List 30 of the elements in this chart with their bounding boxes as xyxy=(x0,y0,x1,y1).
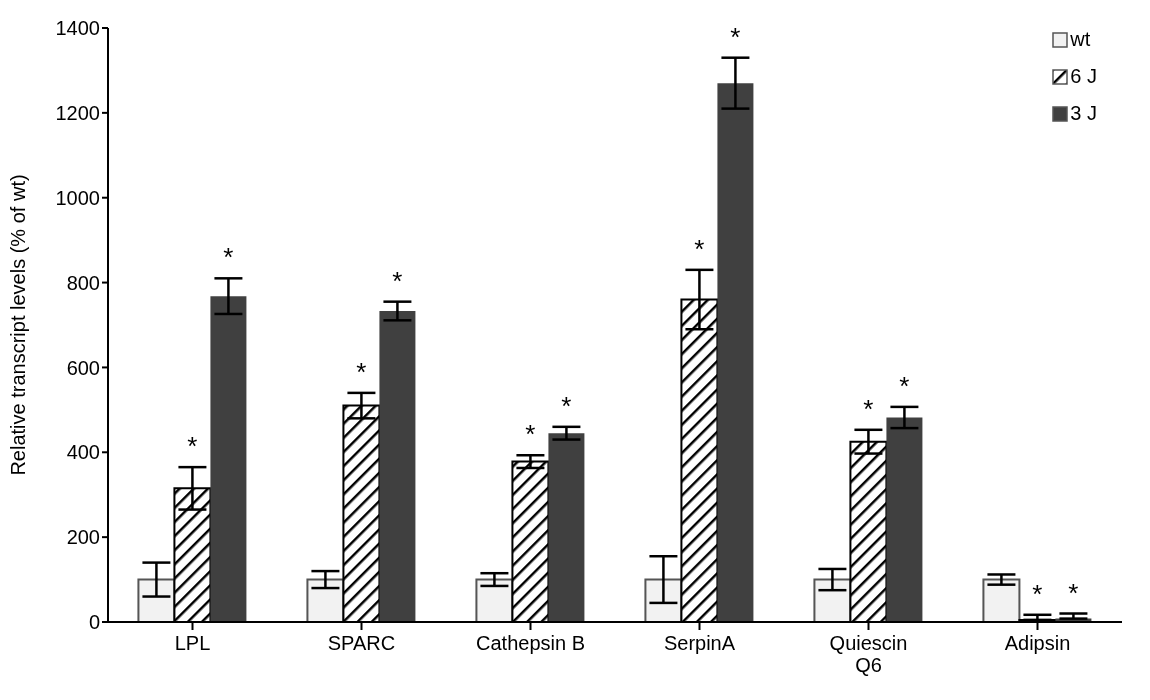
x-tick-label: Cathepsin B xyxy=(476,632,585,654)
y-tick-label: 400 xyxy=(66,441,100,464)
data-label: * xyxy=(863,393,874,424)
data-label: * xyxy=(187,431,198,462)
y-tick-label: 1400 xyxy=(55,17,100,40)
data-label: * xyxy=(1032,578,1043,609)
x-tick-label: LPL xyxy=(174,632,211,654)
data-label: * xyxy=(223,242,234,273)
y-tick-label: 200 xyxy=(66,526,100,549)
data-label: * xyxy=(730,21,741,52)
data-label: * xyxy=(1068,577,1079,608)
y-tick-label: 1200 xyxy=(55,101,100,124)
data-label: * xyxy=(392,265,403,296)
x-tick-label: SPARC xyxy=(327,632,396,654)
data-label: * xyxy=(356,356,367,387)
legend-label: wt xyxy=(1070,28,1091,51)
y-tick-label: 0 xyxy=(88,611,100,634)
x-tick-label: SerpinA xyxy=(663,632,736,654)
data-label: * xyxy=(525,419,536,450)
x-tick-label: Quiescin Q6 xyxy=(829,632,908,676)
data-label: * xyxy=(899,370,910,401)
legend-label: 3 J xyxy=(1070,102,1097,125)
data-label: * xyxy=(694,233,705,264)
y-tick-label: 600 xyxy=(66,356,100,379)
y-axis-title: Relative transcript levels (% of wt) xyxy=(7,174,30,476)
data-label: * xyxy=(561,390,572,421)
y-tick-label: 800 xyxy=(66,271,100,294)
legend-label: 6 J xyxy=(1070,65,1097,88)
x-tick-label: Adipsin xyxy=(1004,632,1071,654)
y-tick-label: 1000 xyxy=(55,186,100,209)
